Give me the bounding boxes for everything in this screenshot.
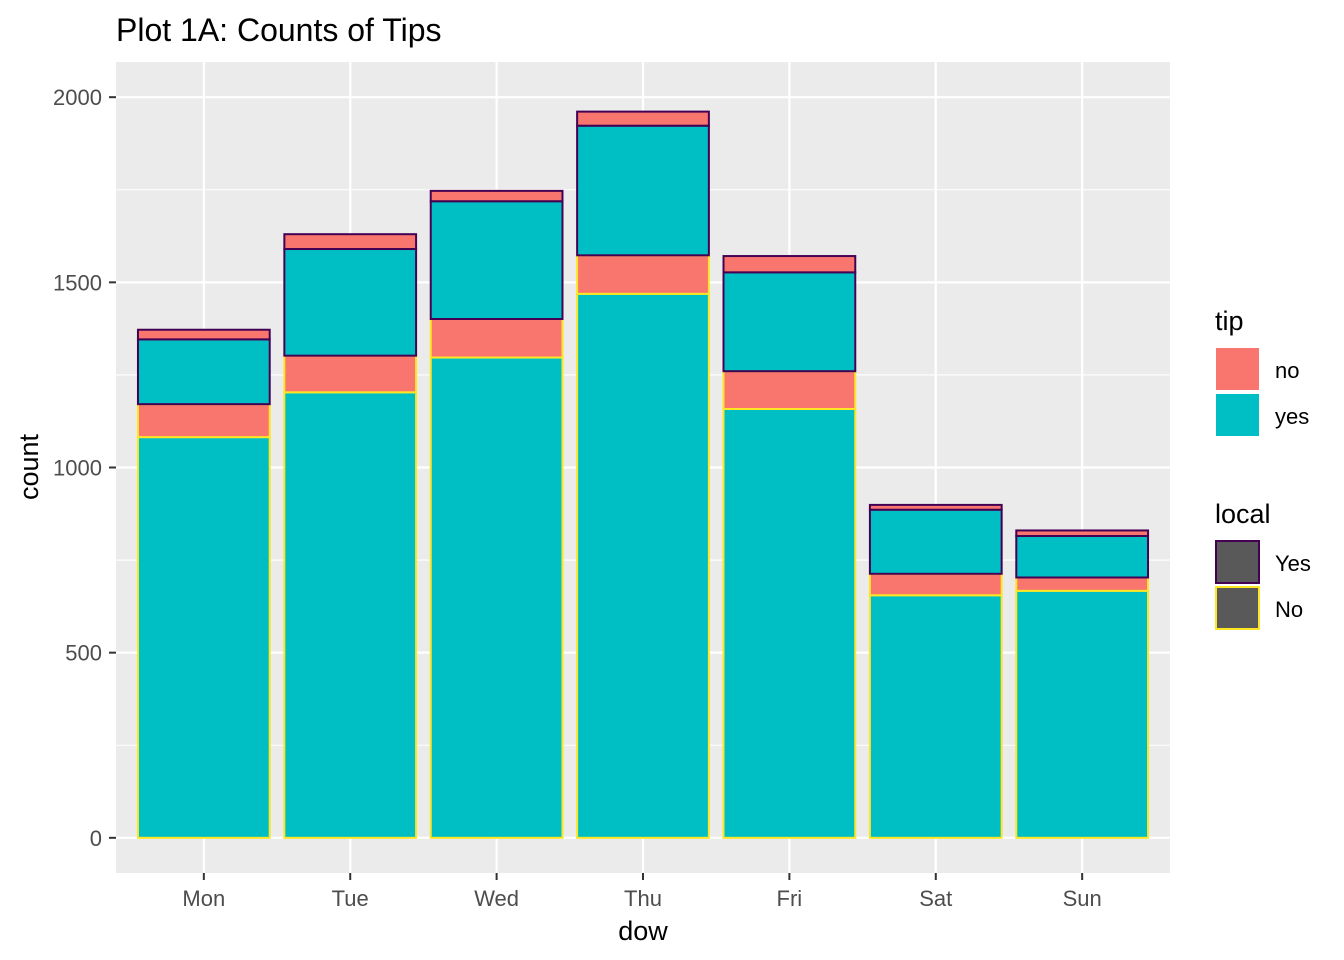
x-tick-label-mon: Mon: [182, 886, 225, 911]
bar-tue-local-no-tip-no: [283, 354, 418, 394]
legend-label-local-no: No: [1275, 597, 1303, 622]
bar-sat-local-yes-tip-yes: [868, 508, 1003, 575]
bar-thu-local-yes-tip-yes: [576, 124, 710, 257]
bar-wed-local-yes-tip-yes: [429, 200, 564, 321]
bar-fri-local-yes-tip-yes: [722, 271, 857, 373]
bar-mon-local-no-tip-yes: [136, 436, 271, 839]
x-tick-label-wed: Wed: [474, 886, 519, 911]
legend-title-local: local: [1215, 499, 1271, 529]
y-axis-title: count: [14, 433, 44, 500]
bar-tue-local-yes-tip-yes: [283, 248, 418, 357]
legend-key-tip-no: [1214, 346, 1261, 392]
bar-sun-local-yes-tip-no: [1015, 529, 1150, 538]
bar-sun-local-no-tip-yes: [1015, 589, 1150, 839]
y-tick-label: 1000: [53, 456, 102, 481]
bar-mon-local-no-tip-no: [136, 403, 271, 439]
legend-label-tip-yes: yes: [1275, 404, 1309, 429]
legend-key-local-no: [1215, 586, 1260, 630]
x-tick-label-tue: Tue: [332, 886, 369, 911]
bar-sat-local-yes-tip-no: [868, 503, 1003, 511]
y-tick-label: 2000: [53, 85, 102, 110]
bar-wed-local-yes-tip-no: [429, 189, 564, 203]
legend-label-tip-no: no: [1275, 358, 1299, 383]
bar-fri-local-no-tip-yes: [722, 407, 857, 839]
x-axis: Mon Tue Wed Thu Fri Sat Sun: [182, 873, 1102, 911]
y-tick-label: 0: [90, 826, 102, 851]
x-tick-label-sat: Sat: [919, 886, 952, 911]
y-tick-label: 1500: [53, 270, 102, 295]
bar-wed-local-no-tip-yes: [429, 356, 564, 839]
chart-title: Plot 1A: Counts of Tips: [116, 12, 442, 48]
bar-fri-local-no-tip-no: [722, 370, 857, 410]
bar-sat-local-no-tip-no: [868, 572, 1003, 597]
legend-key-local-yes: [1215, 540, 1260, 584]
bar-mon-local-yes-tip-yes: [136, 338, 271, 406]
x-tick-label-sun: Sun: [1063, 886, 1102, 911]
legend-title-tip: tip: [1215, 306, 1244, 336]
bar-thu-local-yes-tip-no: [576, 110, 710, 127]
y-tick-label: 500: [65, 641, 102, 666]
bar-wed-local-no-tip-no: [429, 318, 564, 359]
legend-key-tip-yes: [1214, 392, 1261, 438]
bar-sun-local-no-tip-no: [1015, 576, 1150, 592]
bar-tue-local-yes-tip-no: [283, 233, 418, 251]
bar-sun-local-yes-tip-yes: [1015, 535, 1150, 579]
x-axis-title: dow: [618, 916, 668, 946]
bar-thu-local-no-tip-yes: [576, 292, 710, 839]
x-tick-label-fri: Fri: [777, 886, 803, 911]
bar-fri-local-yes-tip-no: [722, 255, 857, 274]
bar-mon-local-yes-tip-no: [136, 328, 271, 341]
bar-sat-local-no-tip-yes: [868, 594, 1003, 839]
y-axis: 0 500 1000 1500 2000: [53, 85, 116, 851]
bars: [136, 110, 1150, 839]
bar-tue-local-no-tip-yes: [283, 391, 418, 839]
legend-label-local-yes: Yes: [1275, 551, 1311, 576]
x-tick-label-thu: Thu: [624, 886, 662, 911]
bar-thu-local-no-tip-no: [576, 254, 710, 295]
